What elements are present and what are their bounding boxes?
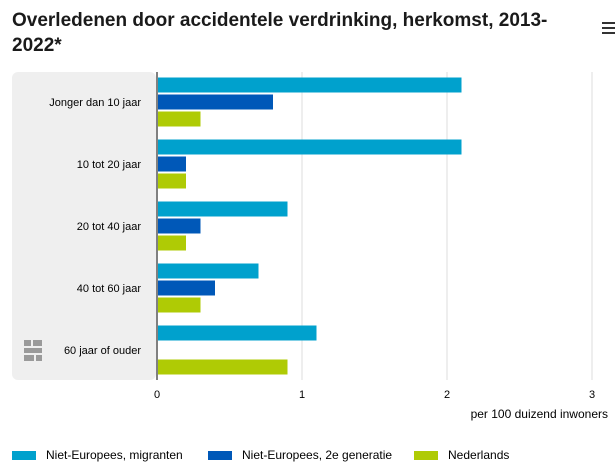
bar[interactable] xyxy=(158,218,201,234)
hamburger-menu-icon[interactable] xyxy=(602,22,615,36)
bar[interactable] xyxy=(158,359,288,375)
legend-label: Nederlands xyxy=(448,448,510,462)
legend-label: Niet-Europees, 2e generatie xyxy=(242,448,393,462)
chart-title: Overledenen door accidentele verdrinking… xyxy=(12,10,548,56)
x-tick-label: 0 xyxy=(154,389,160,401)
y-category-label: 20 tot 40 jaar xyxy=(77,221,142,233)
bar[interactable] xyxy=(158,201,288,217)
legend-item-nederlands[interactable]: Nederlands xyxy=(414,448,509,462)
bar[interactable] xyxy=(158,111,201,127)
bar[interactable] xyxy=(158,77,462,93)
legend-swatch xyxy=(208,450,232,460)
y-category-label: 60 jaar of ouder xyxy=(64,345,141,357)
bar[interactable] xyxy=(158,235,186,251)
bar[interactable] xyxy=(158,325,317,341)
legend-item-migranten[interactable]: Niet-Europees, migranten xyxy=(12,448,183,462)
bar[interactable] xyxy=(158,139,462,155)
category-panel xyxy=(12,72,156,380)
x-tick-label: 2 xyxy=(444,389,450,401)
bar-chart: Jonger dan 10 jaar 10 tot 20 jaar 20 tot 4… xyxy=(12,72,608,421)
bar[interactable] xyxy=(158,94,273,110)
x-axis-label: per 100 duizend inwoners xyxy=(471,407,608,421)
y-category-label: 40 tot 60 jaar xyxy=(77,283,142,295)
bar[interactable] xyxy=(158,263,259,279)
legend-swatch xyxy=(12,450,36,460)
legend-label: Niet-Europees, migranten xyxy=(46,448,183,462)
x-tick-label: 3 xyxy=(589,389,595,401)
bar[interactable] xyxy=(158,156,186,172)
bar[interactable] xyxy=(158,297,201,313)
cbs-logo-icon xyxy=(24,340,42,361)
x-tick-label: 1 xyxy=(299,389,305,401)
legend-item-2e-generatie[interactable]: Niet-Europees, 2e generatie xyxy=(208,448,392,462)
y-category-label: 10 tot 20 jaar xyxy=(77,159,142,171)
bar[interactable] xyxy=(158,173,186,189)
y-category-label: Jonger dan 10 jaar xyxy=(49,97,141,109)
legend-swatch xyxy=(414,450,438,460)
bar[interactable] xyxy=(158,280,215,296)
